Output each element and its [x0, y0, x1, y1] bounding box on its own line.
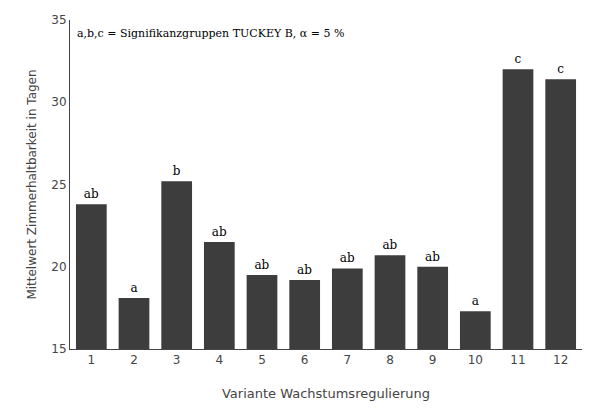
svg-text:ab: ab: [254, 258, 269, 272]
svg-text:7: 7: [344, 353, 352, 367]
svg-text:b: b: [173, 164, 181, 178]
svg-text:c: c: [557, 62, 564, 76]
svg-text:2: 2: [130, 353, 138, 367]
svg-text:ab: ab: [425, 250, 440, 264]
svg-text:ab: ab: [340, 251, 355, 265]
svg-text:35: 35: [51, 13, 66, 27]
svg-text:6: 6: [301, 353, 309, 367]
svg-text:9: 9: [429, 353, 437, 367]
svg-text:20: 20: [51, 260, 66, 274]
svg-text:a: a: [130, 281, 137, 295]
svg-text:11: 11: [510, 353, 525, 367]
svg-text:c: c: [515, 52, 522, 66]
svg-text:ab: ab: [297, 263, 312, 277]
svg-text:10: 10: [468, 353, 483, 367]
svg-text:8: 8: [386, 353, 394, 367]
svg-text:a: a: [472, 294, 479, 308]
svg-text:3: 3: [173, 353, 181, 367]
svg-text:15: 15: [51, 342, 66, 356]
svg-text:ab: ab: [382, 238, 397, 252]
svg-text:a,b,c = Signifikanzgruppen TUC: a,b,c = Signifikanzgruppen TUCKEY B, α =…: [77, 27, 344, 40]
svg-text:25: 25: [51, 178, 66, 192]
svg-text:ab: ab: [84, 187, 99, 201]
svg-text:Variante Wachstumsregulierung: Variante Wachstumsregulierung: [222, 386, 430, 401]
svg-text:5: 5: [258, 353, 266, 367]
svg-text:ab: ab: [212, 225, 227, 239]
svg-text:4: 4: [216, 353, 224, 367]
svg-text:1: 1: [88, 353, 96, 367]
svg-text:Mittelwert Zimmerhaltbarkeit i: Mittelwert Zimmerhaltbarkeit in Tagen: [25, 69, 39, 299]
svg-text:12: 12: [553, 353, 568, 367]
svg-text:30: 30: [51, 95, 66, 109]
